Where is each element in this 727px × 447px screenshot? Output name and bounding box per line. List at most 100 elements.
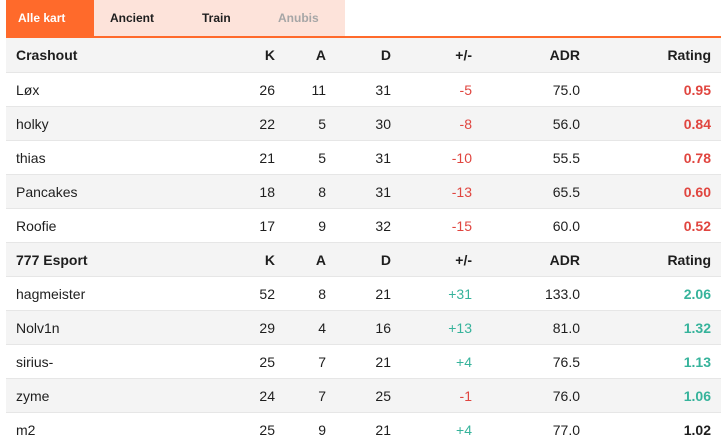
rating-value: 0.60 xyxy=(683,184,711,200)
deaths-value: 25 xyxy=(375,388,391,404)
tab-alle-kart[interactable]: Alle kart xyxy=(6,0,94,36)
assists-value: 9 xyxy=(318,422,326,438)
player-row: sirius- 25 7 21 +4 76.5 1.13 xyxy=(6,344,721,378)
adr-value: 75.0 xyxy=(552,82,580,98)
kills-value: 29 xyxy=(259,320,275,336)
team-header-row: 777 Esport K A D +/- ADR Rating xyxy=(6,242,721,276)
assists-value: 8 xyxy=(318,184,326,200)
player-name: zyme xyxy=(16,388,50,404)
assists-value: 7 xyxy=(318,354,326,370)
player-name: Roofie xyxy=(16,218,57,234)
adr-value: 56.0 xyxy=(552,116,580,132)
player-name: Løx xyxy=(16,82,40,98)
team-name: Crashout xyxy=(16,47,78,63)
plus-minus-value: +13 xyxy=(448,320,472,336)
adr-value: 77.0 xyxy=(552,422,580,438)
rating-value: 1.13 xyxy=(683,354,711,370)
deaths-value: 16 xyxy=(375,320,391,336)
column-rating: Rating xyxy=(667,252,711,268)
player-row: Roofie 17 9 32 -15 60.0 0.52 xyxy=(6,208,721,242)
rating-value: 1.02 xyxy=(683,422,711,438)
column-rating: Rating xyxy=(667,47,711,63)
column-d: D xyxy=(380,252,391,268)
player-name: thias xyxy=(16,150,46,166)
rating-value: 0.84 xyxy=(683,116,711,132)
rating-value: 1.32 xyxy=(683,320,711,336)
tab-ancient[interactable]: Ancient xyxy=(94,0,186,36)
deaths-value: 30 xyxy=(375,116,391,132)
plus-minus-value: -5 xyxy=(459,82,472,98)
plus-minus-value: +4 xyxy=(456,354,472,370)
kills-value: 52 xyxy=(259,286,275,302)
deaths-value: 21 xyxy=(375,422,391,438)
adr-value: 60.0 xyxy=(552,218,580,234)
player-row: zyme 24 7 25 -1 76.0 1.06 xyxy=(6,378,721,412)
deaths-value: 32 xyxy=(375,218,391,234)
player-name: Nolv1n xyxy=(16,320,60,336)
rating-value: 0.78 xyxy=(683,150,711,166)
scoreboard-table: Crashout K A D +/- ADR Rating Løx 26 11 31 -5 75.0 0.… xyxy=(6,38,721,446)
assists-value: 4 xyxy=(318,320,326,336)
column-k: K xyxy=(264,252,275,268)
player-row: m2 25 9 21 +4 77.0 1.02 xyxy=(6,412,721,446)
tab-anubis[interactable]: Anubis xyxy=(262,0,345,36)
player-name: holky xyxy=(16,116,49,132)
deaths-value: 31 xyxy=(375,150,391,166)
deaths-value: 21 xyxy=(375,354,391,370)
column-adr: ADR xyxy=(549,47,580,63)
adr-value: 76.0 xyxy=(552,388,580,404)
adr-value: 55.5 xyxy=(552,150,580,166)
column-plus-minus: +/- xyxy=(455,252,472,268)
column-k: K xyxy=(264,47,275,63)
adr-value: 81.0 xyxy=(552,320,580,336)
rating-value: 1.06 xyxy=(683,388,711,404)
adr-value: 133.0 xyxy=(544,286,580,302)
tab-train[interactable]: Train xyxy=(186,0,262,36)
player-name: m2 xyxy=(16,422,36,438)
kills-value: 17 xyxy=(259,218,275,234)
plus-minus-value: -10 xyxy=(451,150,472,166)
player-row: Pancakes 18 8 31 -13 65.5 0.60 xyxy=(6,174,721,208)
player-row: Nolv1n 29 4 16 +13 81.0 1.32 xyxy=(6,310,721,344)
column-plus-minus: +/- xyxy=(455,47,472,63)
player-name: hagmeister xyxy=(16,286,86,302)
tabs-underline xyxy=(6,36,721,38)
player-row: thias 21 5 31 -10 55.5 0.78 xyxy=(6,140,721,174)
assists-value: 5 xyxy=(318,116,326,132)
assists-value: 7 xyxy=(318,388,326,404)
kills-value: 25 xyxy=(259,354,275,370)
kills-value: 25 xyxy=(259,422,275,438)
kills-value: 18 xyxy=(259,184,275,200)
kills-value: 22 xyxy=(259,116,275,132)
column-a: A xyxy=(315,252,326,268)
rating-value: 0.52 xyxy=(683,218,711,234)
plus-minus-value: -13 xyxy=(451,184,472,200)
adr-value: 76.5 xyxy=(552,354,580,370)
player-row: holky 22 5 30 -8 56.0 0.84 xyxy=(6,106,721,140)
column-adr: ADR xyxy=(549,252,580,268)
plus-minus-value: -1 xyxy=(459,388,472,404)
kills-value: 26 xyxy=(259,82,275,98)
deaths-value: 31 xyxy=(375,184,391,200)
player-row: hagmeister 52 8 21 +31 133.0 2.06 xyxy=(6,276,721,310)
plus-minus-value: +4 xyxy=(456,422,472,438)
deaths-value: 31 xyxy=(375,82,391,98)
rating-value: 0.95 xyxy=(683,82,711,98)
team-name: 777 Esport xyxy=(16,252,88,268)
adr-value: 65.5 xyxy=(552,184,580,200)
player-name: sirius- xyxy=(16,354,54,370)
assists-value: 5 xyxy=(318,150,326,166)
kills-value: 21 xyxy=(259,150,275,166)
kills-value: 24 xyxy=(259,388,275,404)
deaths-value: 21 xyxy=(375,286,391,302)
plus-minus-value: -8 xyxy=(459,116,472,132)
player-name: Pancakes xyxy=(16,184,78,200)
assists-value: 11 xyxy=(311,82,326,98)
rating-value: 2.06 xyxy=(683,286,711,302)
assists-value: 8 xyxy=(318,286,326,302)
player-row: Løx 26 11 31 -5 75.0 0.95 xyxy=(6,72,721,106)
team-header-row: Crashout K A D +/- ADR Rating xyxy=(6,38,721,72)
column-d: D xyxy=(380,47,391,63)
map-tabs: Alle kart Ancient Train Anubis xyxy=(6,0,345,36)
plus-minus-value: +31 xyxy=(448,286,472,302)
